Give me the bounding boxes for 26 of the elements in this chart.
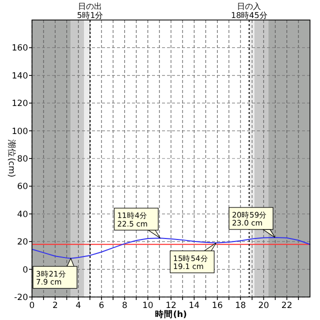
y-tick-label: 0 bbox=[22, 265, 28, 276]
x-tick-label: 10 bbox=[142, 301, 154, 311]
ref-line-label: 日の出 5時1分 bbox=[77, 2, 104, 20]
x-tick-label: 14 bbox=[188, 301, 200, 311]
x-axis-title: 時間(h) bbox=[155, 309, 188, 320]
x-tick-label: 16 bbox=[212, 301, 223, 311]
y-tick-label: 20 bbox=[17, 238, 28, 248]
x-tick-label: 4 bbox=[76, 301, 82, 311]
x-tick-label: 6 bbox=[98, 301, 104, 311]
x-tick-label: 12 bbox=[166, 301, 176, 311]
x-tick-label: 22 bbox=[281, 301, 292, 311]
y-tick-label: 160 bbox=[12, 44, 28, 54]
ref-line-label: 日の入 18時45分 bbox=[231, 2, 268, 20]
y-tick-label: 100 bbox=[12, 126, 28, 137]
y-tick-label: 140 bbox=[12, 71, 28, 82]
x-tick-label: 20 bbox=[258, 301, 270, 311]
y-tick-label: 120 bbox=[12, 99, 28, 110]
x-tick-label: 8 bbox=[122, 301, 128, 311]
y-axis-title: 潮位(cm) bbox=[6, 140, 17, 178]
y-tick-label: -20 bbox=[14, 293, 28, 303]
x-tick-label: 2 bbox=[52, 301, 58, 311]
y-tick-label: 60 bbox=[17, 182, 28, 192]
x-tick-label: 0 bbox=[29, 301, 35, 311]
y-tick-label: 40 bbox=[17, 210, 28, 220]
y-tick-label: 80 bbox=[17, 154, 28, 164]
x-tick-label: 18 bbox=[235, 301, 246, 311]
